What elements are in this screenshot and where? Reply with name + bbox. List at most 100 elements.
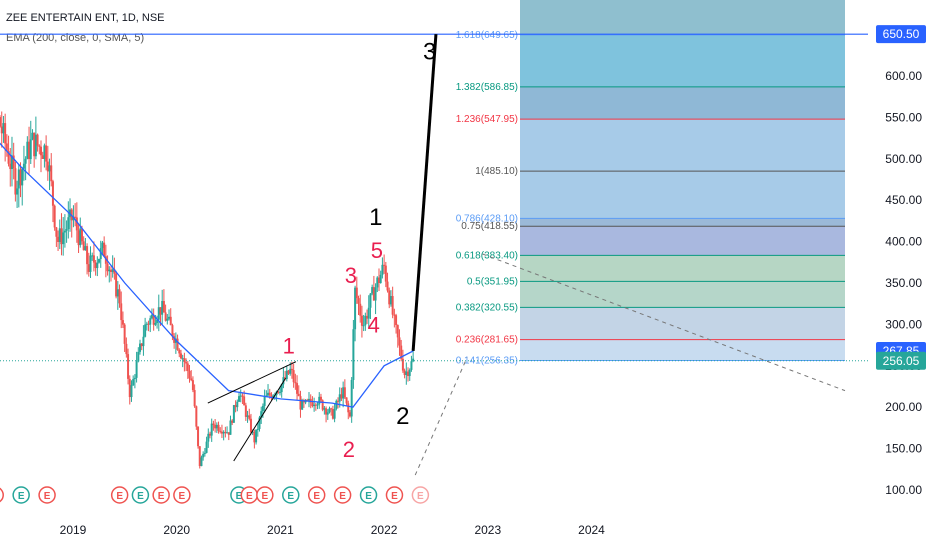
candle-body <box>287 370 290 374</box>
candle-body <box>246 415 249 417</box>
candle-body <box>193 390 196 407</box>
candle-body <box>123 324 126 344</box>
candle-body <box>139 343 142 352</box>
candle-body <box>53 205 56 228</box>
time-axis-tick: 2021 <box>267 523 294 537</box>
candle-body <box>348 412 351 417</box>
wave-label-1: 1 <box>369 204 382 231</box>
candle-body <box>140 343 143 347</box>
candle-body <box>362 325 365 327</box>
candle-body <box>45 145 48 162</box>
earnings-events[interactable]: EEEEEEEEEEEEEEEEE <box>0 486 430 504</box>
candle-body <box>94 262 97 269</box>
earnings-event-marker <box>385 486 404 504</box>
candle-body <box>38 145 41 147</box>
candle-body <box>12 155 15 169</box>
fib-band <box>520 226 845 256</box>
price-axis-tick: 550.00 <box>885 110 922 124</box>
candle-body <box>142 336 145 347</box>
chart-title: ZEE ENTERTAIN ENT, 1D, NSE <box>6 12 165 24</box>
price-axis-tick: 350.00 <box>885 276 922 290</box>
earnings-event-label: E <box>179 491 186 502</box>
fibonacci-extension[interactable]: 0.141(256.35)0.236(281.65)0.382(320.55)0… <box>456 0 845 367</box>
candle-body <box>222 431 225 434</box>
candle-body <box>243 396 246 406</box>
candle-body <box>297 393 300 397</box>
candle-body <box>60 228 63 245</box>
price-axis-tick: 450.00 <box>885 193 922 207</box>
candle-body <box>144 324 147 337</box>
candle-body <box>359 303 362 316</box>
candle-body <box>405 371 408 376</box>
candle-body <box>357 298 360 304</box>
earnings-event-marker <box>152 486 170 504</box>
candle-body <box>401 358 404 371</box>
indicator-legend[interactable]: EMA (200, close, 0, SMA, 5) <box>6 32 145 44</box>
candle-body <box>314 404 317 406</box>
candle-body <box>62 232 65 245</box>
candle-body <box>217 424 220 431</box>
candle-body <box>87 264 90 272</box>
candle-body <box>205 441 208 453</box>
candle-body <box>7 151 10 164</box>
candle-body <box>149 318 152 325</box>
candle-body <box>36 134 39 146</box>
earnings-event-label: E <box>391 491 398 502</box>
candle-body <box>98 259 101 263</box>
candle-body <box>325 408 328 415</box>
candle-body <box>207 433 210 442</box>
wave-label-4: 4 <box>368 313 380 338</box>
earnings-event-marker <box>307 486 326 504</box>
earnings-event-label: E <box>339 491 346 502</box>
drawing-overlays[interactable] <box>0 33 868 476</box>
time-axis[interactable]: 2019 2020 2021 2022 2023 2024 <box>60 523 606 537</box>
fib-band <box>520 218 845 227</box>
candle-body <box>352 329 355 380</box>
candle-body <box>128 378 131 398</box>
candle-body <box>191 380 194 391</box>
candle-body <box>41 155 44 159</box>
candle-body <box>220 431 223 434</box>
candle-body <box>169 316 172 326</box>
candle-body <box>389 296 392 305</box>
candle-body <box>407 371 410 377</box>
candle-body <box>121 320 124 325</box>
candle-body <box>28 141 31 160</box>
candle-body <box>278 392 281 394</box>
candle-body <box>398 337 401 346</box>
candle-body <box>154 322 157 325</box>
candle-body <box>345 397 348 404</box>
candle-body <box>65 229 68 231</box>
candle-body <box>135 361 138 378</box>
candle-body <box>366 315 369 319</box>
fib-band <box>520 171 845 219</box>
price-axis-tick: 150.00 <box>885 442 922 456</box>
fib-level-label: 1.236(547.95) <box>456 114 518 125</box>
time-axis-tick: 2020 <box>163 523 190 537</box>
candle-body <box>261 405 264 412</box>
candle-body <box>77 230 80 246</box>
candle-body <box>214 424 217 429</box>
candle-body <box>137 351 140 362</box>
candle-body <box>89 255 92 272</box>
earnings-event-marker <box>256 486 274 504</box>
candle-body <box>101 242 104 249</box>
candle-body <box>342 387 345 399</box>
candle-body <box>145 323 148 325</box>
price-axis[interactable]: 100.00150.00200.00250.00300.00350.00400.… <box>876 25 926 497</box>
candle-body <box>292 370 295 383</box>
candle-body <box>408 369 411 377</box>
earnings-event-marker <box>0 487 4 503</box>
price-axis-tick: 400.00 <box>885 235 922 249</box>
candle-body <box>347 403 350 413</box>
earnings-event-marker <box>333 486 352 504</box>
candle-body <box>280 384 283 393</box>
candle-body <box>377 277 380 283</box>
candle-body <box>104 256 107 264</box>
candle-body <box>43 145 46 159</box>
candle-body <box>393 314 396 316</box>
time-axis-tick: 2022 <box>371 523 398 537</box>
candle-body <box>166 318 169 321</box>
